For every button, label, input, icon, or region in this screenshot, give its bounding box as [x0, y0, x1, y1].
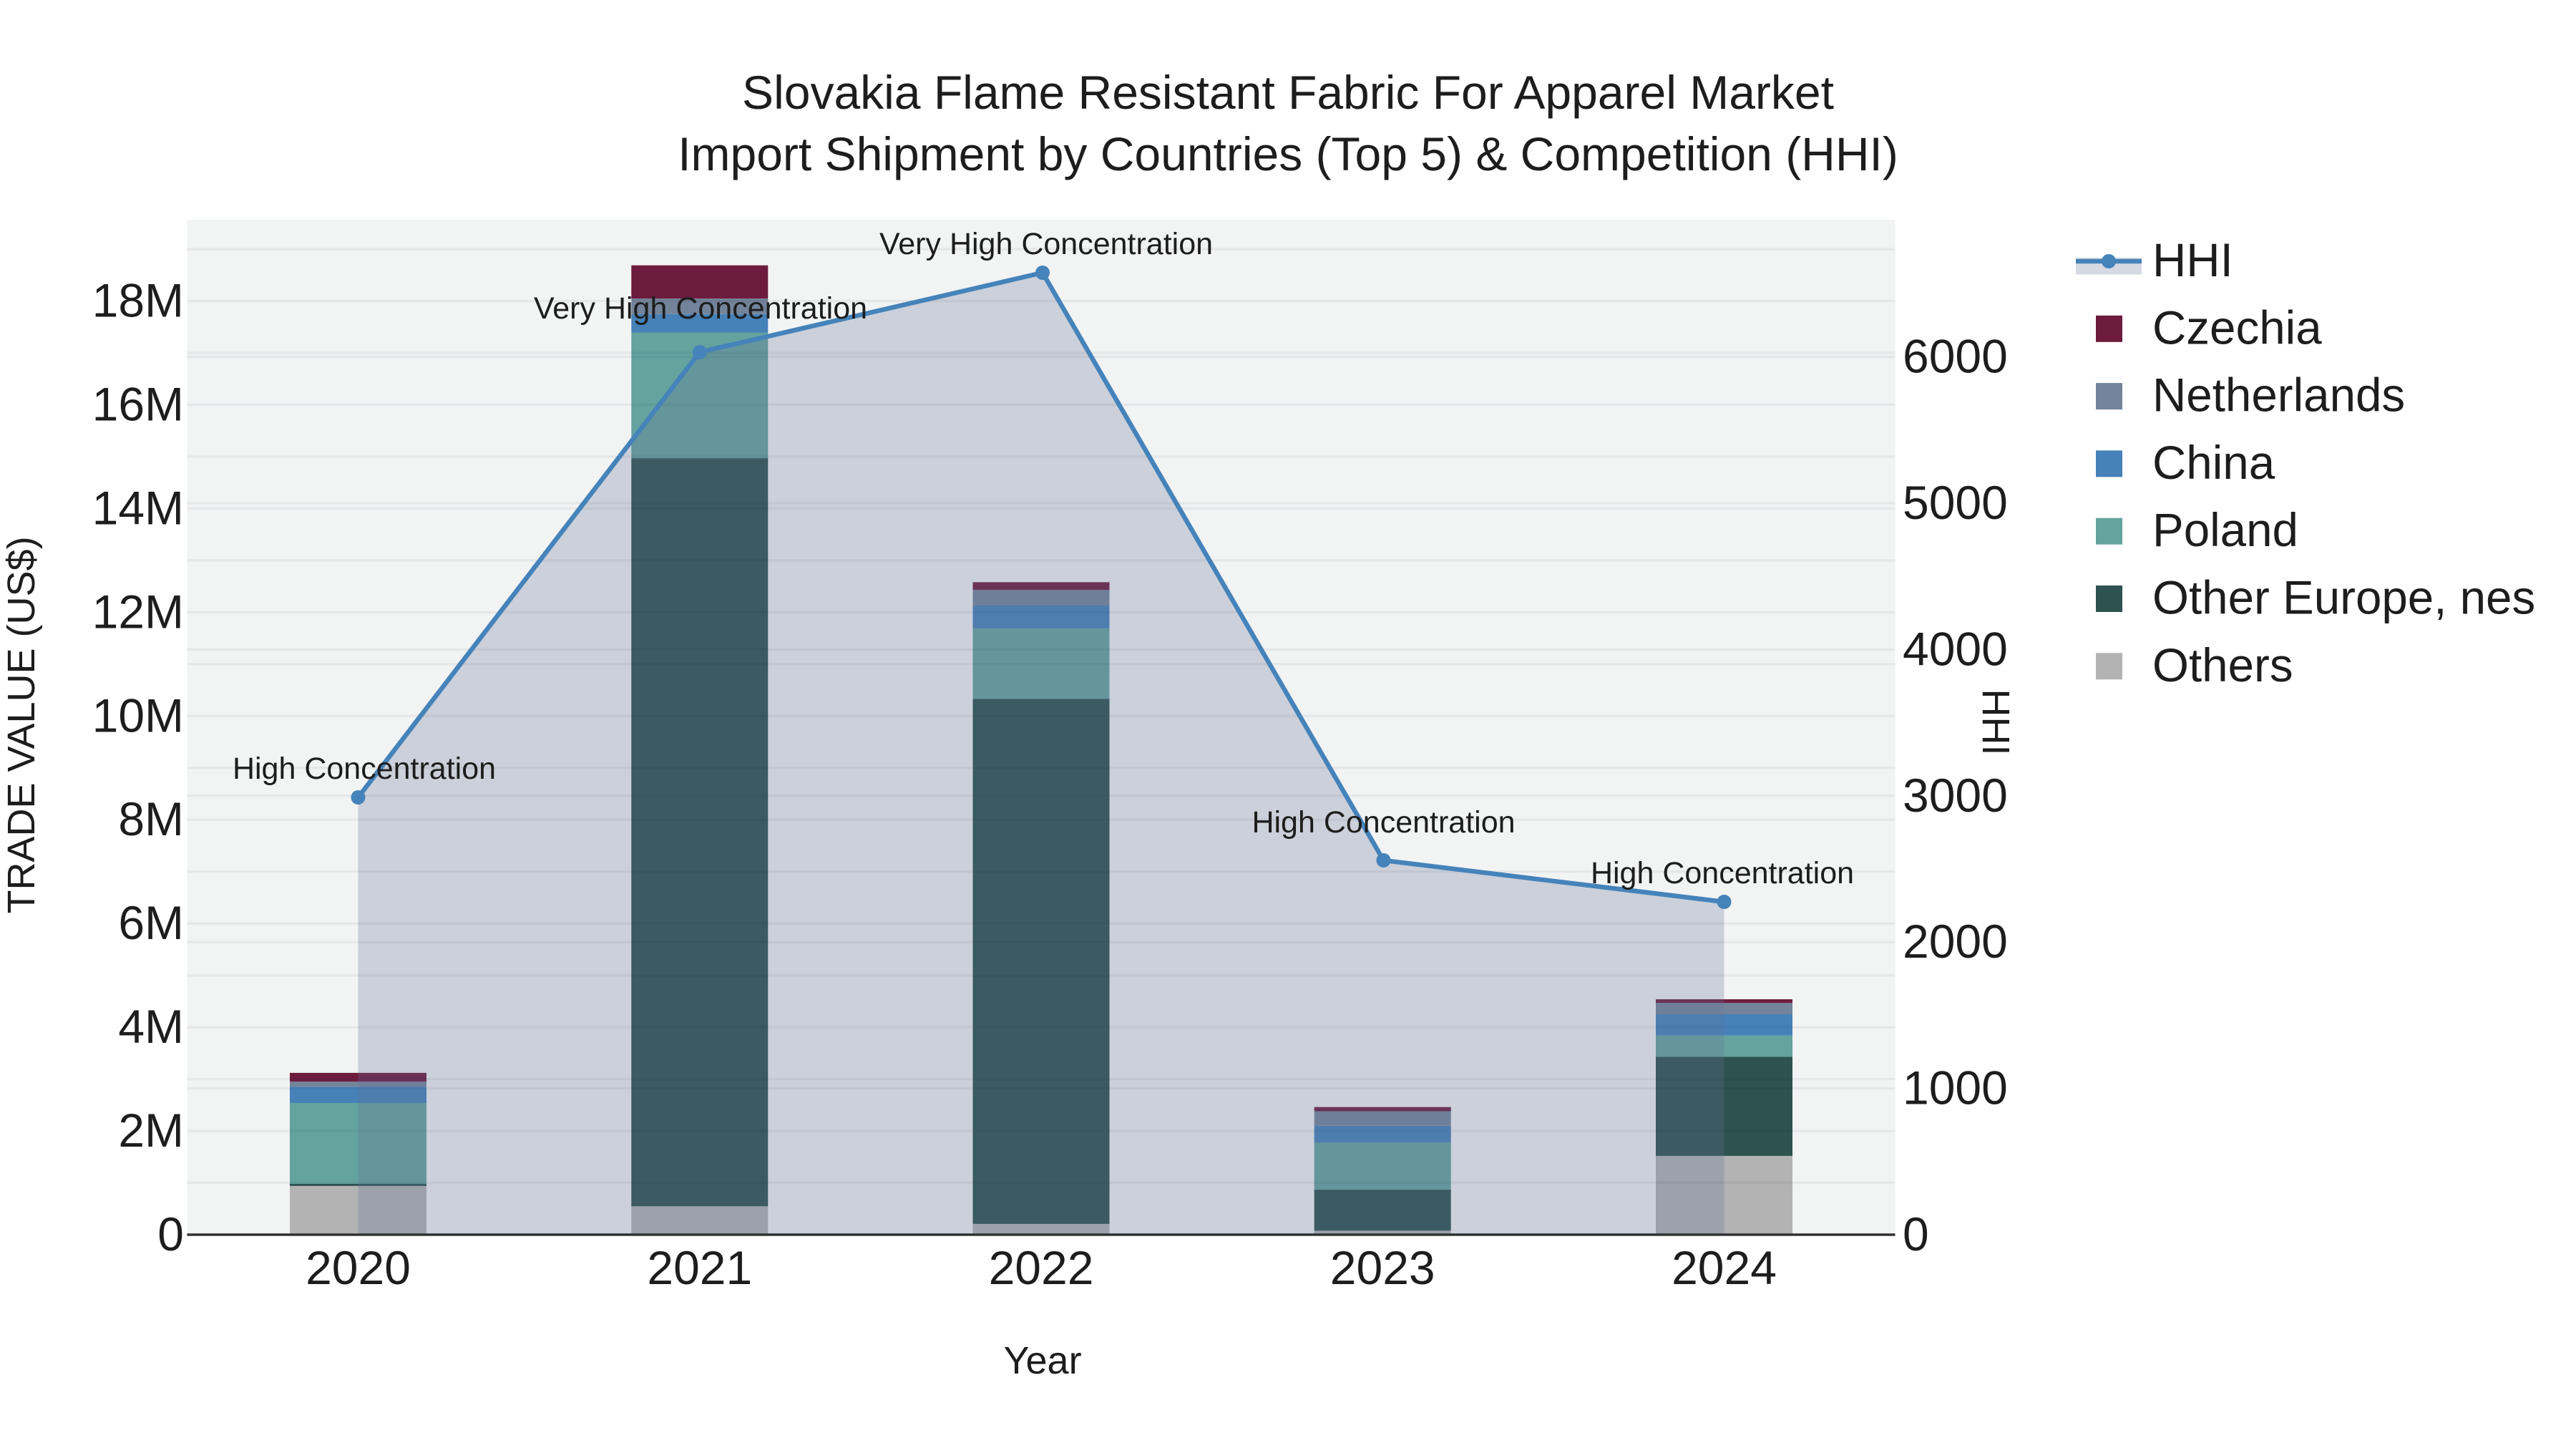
svg-text:Very High Concentration: Very High Concentration: [879, 227, 1213, 261]
svg-text:14M: 14M: [92, 481, 184, 534]
svg-text:5000: 5000: [1903, 476, 2008, 529]
svg-text:12M: 12M: [92, 585, 184, 638]
svg-text:High Concentration: High Concentration: [1591, 856, 1854, 890]
svg-text:0: 0: [1903, 1207, 1929, 1260]
svg-text:High Concentration: High Concentration: [233, 752, 496, 786]
svg-text:2020: 2020: [306, 1241, 411, 1294]
svg-text:2000: 2000: [1903, 915, 2008, 968]
svg-text:2023: 2023: [1330, 1241, 1435, 1294]
svg-text:0: 0: [157, 1207, 184, 1260]
svg-text:1000: 1000: [1903, 1061, 2008, 1114]
svg-text:Other Europe, nes: Other Europe, nes: [2152, 572, 2535, 624]
svg-text:2022: 2022: [989, 1241, 1094, 1294]
svg-text:18M: 18M: [92, 274, 184, 327]
svg-text:Czechia: Czechia: [2152, 301, 2322, 354]
svg-text:Slovakia Flame Resistant Fabri: Slovakia Flame Resistant Fabric For Appa…: [742, 66, 1834, 119]
svg-text:4000: 4000: [1903, 622, 2008, 675]
svg-text:TRADE VALUE (US$): TRADE VALUE (US$): [0, 536, 43, 913]
svg-text:HHI: HHI: [1974, 689, 2017, 756]
svg-text:3000: 3000: [1903, 769, 2008, 822]
svg-text:6M: 6M: [118, 896, 184, 949]
svg-text:16M: 16M: [92, 378, 184, 431]
svg-text:Poland: Poland: [2152, 504, 2298, 556]
svg-text:2M: 2M: [118, 1104, 184, 1157]
svg-text:Year: Year: [1003, 1339, 1081, 1382]
svg-text:Others: Others: [2152, 639, 2293, 691]
svg-text:High Concentration: High Concentration: [1252, 805, 1515, 840]
svg-text:Netherlands: Netherlands: [2152, 369, 2405, 422]
svg-text:HHI: HHI: [2152, 234, 2233, 286]
svg-text:6000: 6000: [1903, 330, 2008, 383]
svg-text:10M: 10M: [92, 689, 184, 742]
svg-text:8M: 8M: [118, 792, 184, 845]
svg-text:2021: 2021: [647, 1241, 752, 1294]
svg-text:Very High Concentration: Very High Concentration: [534, 291, 867, 326]
svg-text:China: China: [2152, 437, 2275, 489]
svg-text:2024: 2024: [1672, 1241, 1777, 1294]
svg-text:Import Shipment by Countries (: Import Shipment by Countries (Top 5) & C…: [678, 127, 1898, 180]
svg-text:4M: 4M: [118, 1000, 184, 1053]
